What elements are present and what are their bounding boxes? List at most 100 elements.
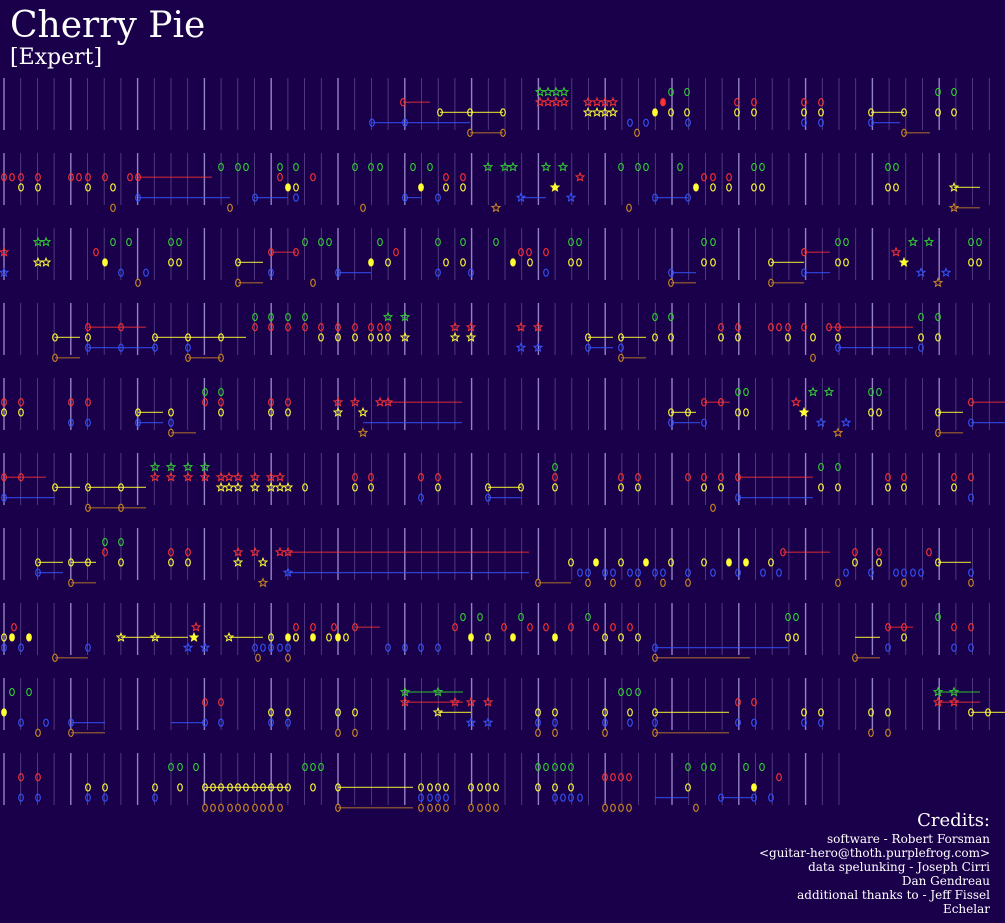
red-note — [68, 398, 74, 407]
orange-note — [285, 653, 291, 662]
blue-note — [152, 793, 158, 802]
orange-note — [443, 803, 449, 812]
green-star-note — [540, 161, 552, 172]
green-note — [377, 162, 383, 172]
blue-note — [901, 568, 907, 577]
yellow-note — [976, 258, 982, 267]
yellow-note — [352, 333, 358, 342]
yellow-note — [352, 708, 358, 717]
orange-star-note — [257, 577, 269, 588]
yellow-note — [635, 483, 641, 492]
yellow-note — [335, 633, 341, 642]
green-note — [302, 237, 308, 247]
blue-note — [818, 118, 824, 127]
orange-note — [352, 728, 358, 737]
red-note — [318, 323, 324, 332]
blue-note — [285, 643, 291, 652]
red-note — [726, 173, 732, 182]
blue-note — [443, 793, 449, 802]
red-note — [285, 398, 291, 407]
green-note — [735, 387, 741, 397]
red-note — [85, 398, 91, 407]
green-note — [352, 162, 358, 172]
red-note — [168, 548, 174, 557]
yellow-note — [885, 708, 891, 717]
green-star-note — [948, 686, 960, 697]
red-note — [285, 323, 291, 332]
orange-note — [310, 278, 316, 287]
green-note — [176, 237, 182, 247]
credits-line-dan: Dan Gendreau — [901, 874, 990, 888]
red-note — [452, 623, 458, 632]
green-note — [935, 612, 941, 622]
red-star-note — [558, 96, 570, 107]
yellow-note — [435, 783, 441, 792]
blue-star-note — [915, 267, 927, 278]
credits-line-data-spelunking: data spelunking - Joseph Cirri — [808, 860, 990, 874]
yellow-star-note — [599, 106, 611, 117]
red-note — [127, 173, 133, 182]
blue-note — [268, 268, 274, 277]
orange-note — [626, 203, 632, 212]
credits-block: Credits: software - Robert Forsman <guit… — [759, 810, 990, 916]
yellow-note — [1, 708, 7, 717]
yellow-note — [868, 108, 874, 117]
red-star-note — [232, 471, 244, 482]
green-note — [427, 162, 433, 172]
yellow-note — [135, 408, 141, 417]
yellow-note — [335, 333, 341, 342]
red-note — [352, 323, 358, 332]
green-star-note — [923, 236, 935, 247]
orange-note — [618, 803, 624, 812]
orange-note — [260, 803, 266, 812]
red-note — [718, 473, 724, 482]
yellow-note — [876, 408, 882, 417]
blue-note — [918, 343, 924, 352]
yellow-note — [437, 108, 443, 117]
red-note — [18, 473, 24, 482]
yellow-note — [85, 483, 91, 492]
blue-note — [418, 493, 424, 502]
yellow-note — [85, 783, 91, 792]
blue-note — [968, 568, 974, 577]
blue-note — [168, 418, 174, 427]
blue-note — [885, 643, 891, 652]
blue-note — [627, 118, 633, 127]
yellow-note — [768, 258, 774, 267]
red-star-note — [282, 546, 294, 557]
yellow-note — [785, 633, 791, 642]
yellow-note — [951, 108, 957, 117]
yellow-note — [510, 258, 516, 267]
red-note — [751, 98, 757, 107]
blue-note — [35, 568, 41, 577]
yellow-note — [185, 558, 191, 567]
blue-note — [135, 193, 141, 202]
orange-note — [485, 803, 491, 812]
yellow-star-note — [465, 331, 477, 342]
red-note — [801, 323, 807, 332]
yellow-note — [835, 258, 841, 267]
red-note — [780, 548, 786, 557]
yellow-note — [210, 783, 216, 792]
yellow-note — [260, 783, 266, 792]
green-note — [618, 162, 624, 172]
green-star-note — [542, 86, 554, 97]
yellow-note — [726, 183, 732, 192]
yellow-star-note — [582, 106, 594, 117]
yellow-note — [785, 333, 791, 342]
yellow-note — [535, 783, 541, 792]
red-note — [302, 323, 308, 332]
green-note — [318, 237, 324, 247]
blue-note — [68, 718, 74, 727]
yellow-star-note — [898, 256, 910, 267]
red-note — [602, 773, 608, 782]
orange-note — [243, 803, 249, 812]
red-note — [1, 473, 7, 482]
yellow-note — [293, 183, 299, 192]
yellow-note — [810, 333, 816, 342]
blue-note — [43, 718, 49, 727]
blue-note — [202, 718, 208, 727]
blue-note — [102, 793, 108, 802]
yellow-note — [285, 708, 291, 717]
yellow-note — [318, 333, 324, 342]
